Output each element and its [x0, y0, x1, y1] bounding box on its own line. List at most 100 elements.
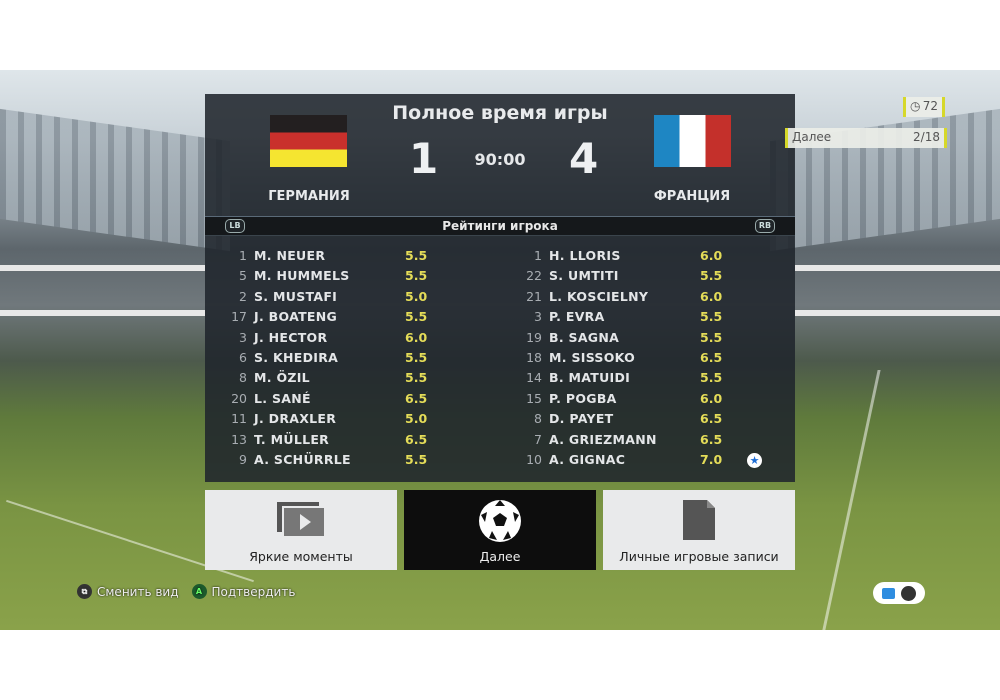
- document-icon: [683, 500, 715, 540]
- highlights-button[interactable]: Яркие моменты: [205, 490, 397, 570]
- records-label: Личные игровые записи: [619, 549, 779, 564]
- player-rating: 6.0: [405, 329, 428, 345]
- player-rating: 7.0: [700, 451, 723, 467]
- timer-value: 72: [922, 99, 938, 113]
- clock-icon: ◷: [910, 99, 921, 113]
- highlights-label: Яркие моменты: [249, 549, 353, 564]
- player-rating: 5.5: [405, 268, 428, 284]
- player-rating: 6.0: [700, 248, 723, 263]
- rb-button[interactable]: RB: [755, 219, 775, 233]
- next-label: Далее: [479, 549, 521, 564]
- player-rating: 5.5: [700, 329, 723, 345]
- player-number: 3: [534, 309, 542, 325]
- player-rating: 5.5: [700, 370, 723, 386]
- player-number: 15: [526, 390, 542, 406]
- player-row: 10 A. GIGNAC 7.0 ★: [520, 452, 790, 472]
- player-number: 6: [239, 349, 247, 365]
- player-rating: 6.5: [700, 431, 723, 447]
- player-rating: 6.5: [700, 411, 723, 427]
- player-number: 8: [239, 370, 247, 386]
- player-number: 22: [526, 268, 542, 284]
- player-row: 2 S. MUSTAFI 5.0: [225, 289, 495, 309]
- player-number: 19: [526, 329, 542, 345]
- player-name: A. GRIEZMANN: [549, 431, 657, 447]
- player-row: 5 M. HUMMELS 5.5: [225, 268, 495, 288]
- player-number: 3: [239, 329, 247, 345]
- player-row: 9 A. SCHÜRRLE 5.5: [225, 452, 495, 472]
- player-row: 21 L. KOSCIELNY 6.0: [520, 289, 790, 309]
- personal-records-button[interactable]: Личные игровые записи: [603, 490, 795, 570]
- ratings-tab-bar: LB Рейтинги игрока RB: [205, 216, 795, 236]
- player-row: 1 H. LLORIS 6.0: [520, 248, 790, 268]
- player-name: J. BOATENG: [254, 309, 338, 325]
- player-number: 10: [526, 451, 542, 467]
- next-badge-count: 2/18: [913, 130, 940, 144]
- player-row: 8 D. PAYET 6.5: [520, 411, 790, 431]
- change-view-hint[interactable]: ⧉ Сменить вид A Подтвердить: [77, 584, 295, 599]
- player-number: 5: [239, 268, 247, 284]
- player-rating: 5.0: [405, 288, 428, 304]
- player-name: M. HUMMELS: [254, 268, 350, 284]
- player-row: 15 P. POGBA 6.0: [520, 391, 790, 411]
- ratings-title: Рейтинги игрока: [442, 219, 558, 233]
- account-icon[interactable]: [901, 585, 916, 601]
- away-team-name: ФРАНЦИЯ: [653, 189, 731, 204]
- star-player-icon: ★: [747, 452, 762, 468]
- player-rating: 6.0: [700, 288, 723, 304]
- player-rating: 6.5: [405, 390, 428, 406]
- player-name: S. MUSTAFI: [254, 288, 338, 304]
- next-progress-badge: Далее 2/18: [785, 128, 947, 148]
- home-player-list: 1 M. NEUER 5.5 5 M. HUMMELS 5.5 2 S. MUSTAFI 5.0…: [225, 248, 495, 472]
- player-row: 22 S. UMTITI 5.5: [520, 268, 790, 288]
- confirm-label: Подтвердить: [211, 584, 296, 599]
- home-score: 1: [409, 134, 439, 183]
- player-rating: 6.5: [700, 349, 723, 365]
- player-name: P. EVRA: [549, 309, 605, 325]
- player-name: B. MATUIDI: [549, 370, 631, 386]
- next-badge-label: Далее: [792, 130, 832, 144]
- timer-badge: ◷ 72: [903, 97, 945, 117]
- player-name: T. MÜLLER: [254, 431, 330, 447]
- next-button[interactable]: Далее: [404, 490, 596, 570]
- a-button-icon: A: [191, 584, 207, 599]
- player-rating: 6.5: [405, 431, 428, 447]
- player-row: 13 T. MÜLLER 6.5: [225, 432, 495, 452]
- away-player-list: 1 H. LLORIS 6.0 22 S. UMTITI 5.5 21 L. KOSCIELN…: [520, 248, 790, 472]
- film-icon: [277, 502, 326, 538]
- player-name: M. NEUER: [254, 248, 326, 263]
- player-number: 18: [526, 349, 542, 365]
- player-row: 20 L. SANÉ 6.5: [225, 391, 495, 411]
- player-name: B. SAGNA: [549, 329, 620, 345]
- player-number: 11: [231, 411, 247, 427]
- lb-button[interactable]: LB: [225, 219, 245, 233]
- player-number: 7: [534, 431, 542, 447]
- player-rating: 5.5: [700, 268, 723, 284]
- system-icons: [873, 582, 925, 604]
- player-number: 1: [534, 248, 542, 263]
- player-rating: 5.5: [405, 451, 428, 467]
- home-team-name: ГЕРМАНИЯ: [268, 189, 350, 204]
- soccer-ball-icon: [479, 500, 521, 542]
- player-name: M. ÖZIL: [254, 370, 310, 386]
- player-rating: 5.0: [405, 411, 428, 427]
- player-row: 14 B. MATUIDI 5.5: [520, 370, 790, 390]
- player-name: S. UMTITI: [549, 268, 619, 284]
- player-number: 21: [526, 288, 542, 304]
- home-flag: [270, 115, 347, 167]
- player-number: 20: [231, 390, 247, 406]
- player-number: 9: [239, 451, 247, 467]
- player-row: 8 M. ÖZIL 5.5: [225, 370, 495, 390]
- match-result-panel: Полное время игры 1 90:00 4 ГЕРМАНИЯ ФРА…: [205, 94, 795, 482]
- player-row: 3 J. HECTOR 6.0: [225, 330, 495, 350]
- player-row: 11 J. DRAXLER 5.0: [225, 411, 495, 431]
- player-rating: 5.5: [405, 248, 428, 263]
- view-button-icon: ⧉: [77, 584, 92, 599]
- player-number: 13: [231, 431, 247, 447]
- player-rating: 5.5: [405, 370, 428, 386]
- player-row: 7 A. GRIEZMANN 6.5: [520, 432, 790, 452]
- player-name: H. LLORIS: [549, 248, 621, 263]
- away-score: 4: [569, 134, 599, 183]
- chat-icon[interactable]: [882, 587, 895, 599]
- player-row: 6 S. KHEDIRA 5.5: [225, 350, 495, 370]
- player-row: 17 J. BOATENG 5.5: [225, 309, 495, 329]
